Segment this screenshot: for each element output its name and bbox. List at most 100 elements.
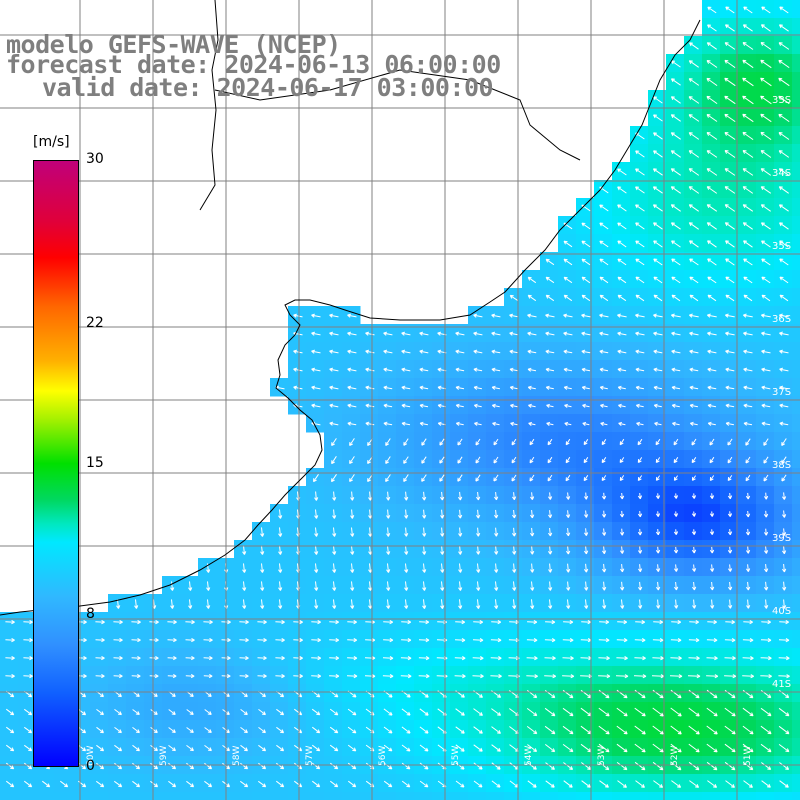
wind-arrow: [566, 581, 571, 591]
wind-arrow: [293, 385, 303, 390]
speed-cell: [702, 594, 721, 613]
speed-cell: [558, 468, 577, 487]
speed-cell: [612, 648, 631, 667]
wind-arrow: [782, 581, 787, 591]
wind-arrow: [400, 673, 412, 679]
wind-arrow: [616, 707, 628, 717]
speed-cell: [612, 468, 631, 487]
speed-cell: [594, 396, 613, 415]
wind-arrow: [329, 744, 339, 752]
speed-cell: [342, 306, 361, 325]
speed-cell: [738, 414, 757, 433]
speed-cell: [450, 648, 469, 667]
wind-arrow: [618, 421, 626, 426]
wind-arrow: [655, 457, 661, 464]
wind-arrow: [707, 331, 717, 336]
wind-arrow: [455, 367, 465, 372]
wind-arrow: [563, 762, 574, 770]
wind-arrow: [383, 637, 394, 643]
speed-cell: [630, 306, 649, 325]
wind-arrow: [563, 619, 574, 625]
wind-arrow: [206, 581, 211, 591]
wind-arrow: [186, 744, 194, 752]
speed-cell: [594, 432, 613, 451]
wind-arrow: [760, 113, 772, 123]
wind-arrow: [239, 619, 249, 625]
wind-arrow: [350, 545, 355, 555]
wind-arrow: [742, 24, 753, 32]
wind-arrow: [634, 761, 646, 771]
wind-arrow: [635, 168, 645, 176]
wind-arrow: [599, 349, 609, 354]
speed-cell: [720, 648, 739, 667]
wind-arrow: [385, 474, 391, 482]
wind-arrow: [725, 331, 735, 336]
wind-arrow: [529, 456, 535, 464]
wind-arrow: [742, 674, 755, 679]
speed-cell: [612, 540, 631, 559]
speed-cell: [792, 630, 800, 649]
speed-cell: [306, 378, 325, 397]
wind-arrow: [760, 637, 772, 643]
speed-cell: [756, 450, 775, 469]
speed-cell: [792, 378, 800, 397]
speed-cell: [162, 666, 181, 685]
wind-arrow: [203, 655, 213, 661]
wind-arrow: [706, 674, 719, 679]
speed-cell: [558, 594, 577, 613]
speed-cell: [720, 432, 739, 451]
wind-arrow: [258, 762, 267, 770]
wind-arrow: [113, 673, 123, 679]
wind-arrow: [633, 674, 647, 679]
wind-arrow: [347, 403, 357, 408]
speed-cell: [360, 396, 379, 415]
wind-arrow: [707, 349, 717, 354]
speed-cell: [666, 594, 685, 613]
wind-arrow: [530, 545, 535, 555]
speed-cell: [792, 594, 800, 613]
wind-arrow: [670, 186, 681, 194]
speed-cell: [612, 342, 631, 361]
wind-arrow: [167, 655, 177, 661]
wind-arrow: [114, 780, 123, 788]
wind-arrow: [544, 674, 557, 679]
speed-cell: [180, 576, 199, 595]
wind-arrow: [293, 619, 303, 625]
speed-cell: [666, 306, 685, 325]
speed-cell: [576, 504, 595, 523]
speed-cell: [792, 162, 800, 181]
wind-arrow: [706, 114, 718, 122]
speed-cell: [576, 432, 595, 451]
latitude-label: 34S: [772, 168, 791, 179]
wind-arrow: [671, 385, 681, 390]
wind-arrow: [724, 674, 737, 679]
wind-arrow: [386, 545, 391, 555]
wind-arrow: [563, 367, 573, 372]
wind-arrow: [458, 581, 463, 591]
speed-cell: [630, 648, 649, 667]
wind-arrow: [781, 563, 787, 573]
wind-arrow: [329, 331, 339, 336]
wind-arrow: [616, 637, 628, 643]
wind-arrow: [653, 114, 663, 122]
speed-cell: [396, 324, 415, 343]
speed-cell: [306, 306, 325, 325]
wind-arrow: [724, 637, 736, 643]
speed-cell: [540, 306, 559, 325]
speed-cell: [756, 792, 775, 800]
wind-arrow: [652, 186, 663, 194]
wind-arrow: [475, 491, 481, 501]
speed-cell: [522, 378, 541, 397]
speed-cell: [648, 540, 667, 559]
wind-arrow: [583, 546, 589, 555]
wind-arrow: [706, 95, 718, 105]
wind-arrow: [509, 367, 519, 372]
wind-arrow: [332, 545, 337, 555]
wind-arrow: [724, 59, 736, 69]
speed-cell: [324, 648, 343, 667]
speed-cell: [342, 612, 361, 631]
wind-arrow: [293, 349, 303, 354]
speed-cell: [126, 594, 145, 613]
wind-arrow: [492, 421, 500, 426]
wind-arrow: [494, 545, 499, 555]
